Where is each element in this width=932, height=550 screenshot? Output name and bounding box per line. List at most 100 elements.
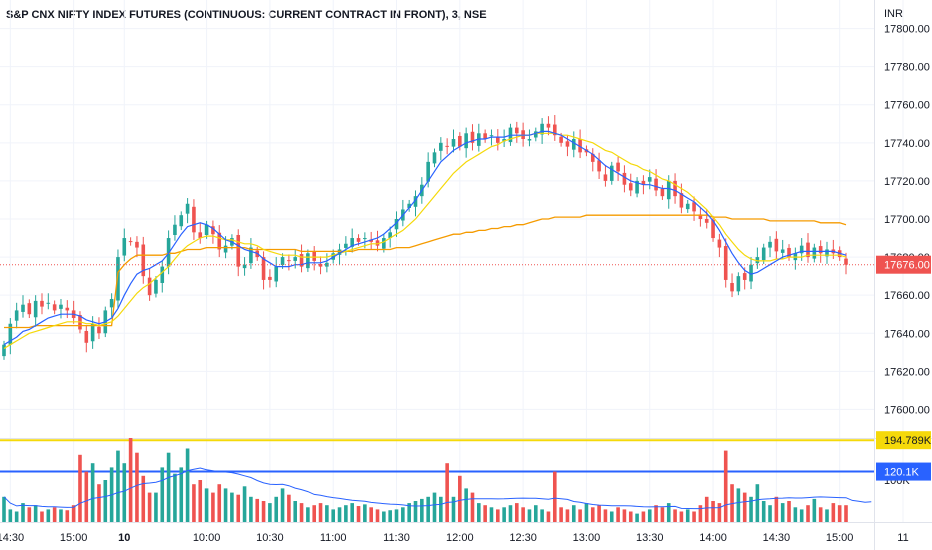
volume-bar (223, 488, 228, 522)
candle-body (350, 238, 354, 247)
candle-body (616, 162, 620, 172)
candle-body (59, 304, 63, 309)
volume-bar (160, 467, 165, 522)
volume-bar (559, 507, 563, 522)
x-tick-label: 11:00 (320, 532, 347, 544)
volume-bar (52, 507, 57, 522)
volume-bar (90, 463, 95, 522)
volume-bar (337, 507, 342, 522)
candle-body (844, 258, 848, 265)
volume-bar (496, 509, 500, 522)
volume-bar (799, 509, 804, 522)
volume-bar (533, 505, 538, 522)
volume-bar (527, 509, 532, 522)
candle-body (812, 247, 817, 259)
candle-body (147, 277, 152, 296)
candle-body (552, 124, 557, 136)
candle-body (603, 174, 608, 181)
volume-bar (141, 475, 146, 522)
candle-body (84, 330, 89, 343)
volume-bar (641, 511, 646, 522)
volume-bar (755, 484, 760, 522)
volume-bar (426, 496, 430, 522)
candle-body (742, 273, 747, 280)
candle-body (540, 123, 544, 135)
candle-body (325, 262, 329, 267)
volume-bar (666, 503, 671, 522)
volume-bar (654, 505, 658, 522)
volume-bar (116, 450, 120, 522)
x-tick-label: 10 (118, 532, 130, 544)
candle-body (502, 139, 506, 142)
volume-bar (445, 463, 449, 522)
candle-body (527, 139, 532, 141)
candle-body (90, 323, 95, 342)
volume-bar (609, 511, 614, 522)
volume-bar (774, 496, 779, 522)
volume-bar (33, 505, 38, 522)
volume-bar (299, 503, 304, 522)
volume-bar (780, 503, 785, 522)
candle-body (622, 172, 627, 185)
volume-bar (261, 501, 266, 522)
volume-bar (818, 507, 823, 522)
candle-body (299, 254, 304, 267)
volume-bar (388, 510, 392, 522)
volume-bar (578, 509, 582, 522)
volume-bar (685, 509, 690, 522)
x-tick-label: 14:30 (0, 532, 24, 544)
volume-bar (318, 503, 323, 522)
candle-body (122, 238, 127, 256)
candle-body (394, 219, 399, 230)
candle-body (755, 257, 760, 264)
volume-bar (27, 507, 32, 522)
candle-body (185, 203, 190, 214)
candle-body (192, 206, 196, 233)
x-tick-label: 14:30 (763, 532, 791, 544)
volume-bar (103, 480, 108, 522)
volume-bar (356, 506, 361, 522)
candle-body (154, 279, 158, 294)
candle-body (660, 188, 665, 197)
y-tick-label: 17740.00 (884, 138, 930, 150)
candle-body (533, 131, 538, 138)
volume-bar (8, 509, 13, 522)
candle-body (439, 142, 443, 151)
y-tick-label: 17600.00 (884, 404, 930, 416)
volume-bar (571, 505, 576, 522)
volume-bar (837, 505, 842, 522)
candle-body (363, 238, 367, 240)
volume-ma-line (3, 467, 872, 510)
candle-body (730, 282, 734, 292)
candle-body (318, 263, 323, 267)
candle-body (451, 139, 456, 147)
volume-bar (831, 503, 836, 522)
y-tick-label: 17700.00 (884, 214, 930, 226)
last-price-label: 17676.00 (884, 260, 930, 272)
volume-bar (97, 484, 101, 522)
candle-body (635, 180, 639, 194)
volume-bar (325, 505, 329, 522)
candle-body (344, 243, 348, 248)
volume-bar (394, 509, 399, 522)
candle-body (464, 133, 468, 149)
candle-body (382, 238, 386, 249)
volume-bar (71, 505, 76, 522)
volume-bar (660, 507, 665, 522)
candle-body (774, 238, 779, 252)
candle-body (46, 302, 51, 304)
candle-body (198, 232, 203, 239)
volume-bar (242, 486, 247, 522)
volume-bar (736, 488, 741, 522)
x-tick-label: 15:00 (60, 532, 88, 544)
candle-body (249, 247, 253, 264)
candle-body (483, 133, 487, 140)
candle-body (597, 160, 601, 172)
volume-bar (350, 503, 354, 522)
vwap-line (4, 214, 847, 329)
volume-level-badge (876, 462, 931, 481)
volume-bar (293, 501, 298, 522)
volume-bar (711, 501, 715, 522)
volume-bar (268, 503, 272, 522)
